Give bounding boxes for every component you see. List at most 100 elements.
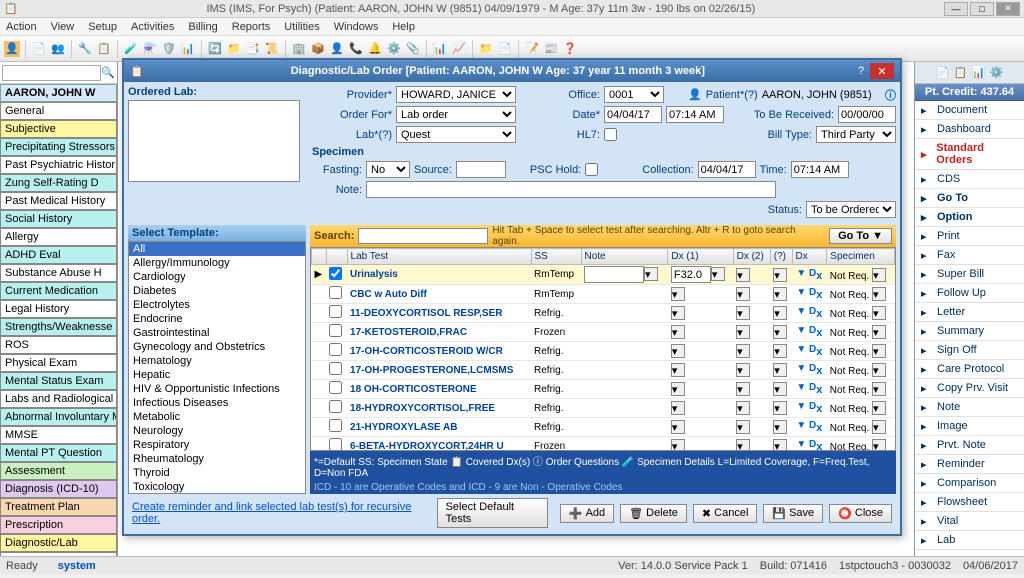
note-input[interactable] [366, 181, 776, 198]
leftnav-item[interactable]: Zung Self-Rating D [0, 174, 117, 192]
search-input[interactable] [358, 228, 488, 244]
leftnav-item[interactable]: General [0, 102, 117, 120]
rightnav-item[interactable]: ▸Comparison [915, 474, 1024, 493]
patient-header[interactable]: AARON, JOHN W [0, 84, 117, 102]
maximize-button[interactable]: □ [970, 2, 994, 16]
toolbar-icon[interactable]: 🏢 [291, 41, 307, 57]
billtype-select[interactable]: Third Party [816, 126, 896, 143]
rightnav-item[interactable]: ▸Sign Off [915, 341, 1024, 360]
toolbar-icon[interactable]: 📊 [432, 41, 448, 57]
toolbar-icon[interactable]: ⚙️ [386, 41, 402, 57]
toolbar-icon[interactable]: 📄 [497, 41, 513, 57]
template-item[interactable]: Neurology [129, 424, 305, 438]
rightnav-item[interactable]: ▸Fax [915, 246, 1024, 265]
table-row[interactable]: 18 OH-CORTICOSTERONERefrig.▾▾▾▼ DxNot Re… [312, 380, 895, 399]
menu-setup[interactable]: Setup [88, 21, 117, 33]
rightnav-item[interactable]: ▸Image [915, 417, 1024, 436]
toolbar-icon[interactable]: 📁 [478, 41, 494, 57]
leftnav-item[interactable]: Subjective [0, 120, 117, 138]
template-item[interactable]: Thyroid [129, 466, 305, 480]
leftnav-item[interactable]: Prescription [0, 516, 117, 534]
toolbar-icon[interactable]: 📎 [405, 41, 421, 57]
leftnav-item[interactable]: Mental Status Exam [0, 372, 117, 390]
rightnav-item[interactable]: ▸Super Bill [915, 265, 1024, 284]
goto-button[interactable]: Go To ▼ [829, 228, 892, 244]
template-item[interactable]: Toxicology [129, 480, 305, 494]
time-input[interactable] [666, 106, 724, 123]
info-icon[interactable]: ⓘ [885, 87, 896, 103]
leftnav-item[interactable]: Legal History [0, 300, 117, 318]
orderfor-select[interactable]: Lab order [396, 106, 516, 123]
coltime-input[interactable] [791, 161, 849, 178]
template-item[interactable]: Gynecology and Obstetrics [129, 340, 305, 354]
template-item[interactable]: Hematology [129, 354, 305, 368]
leftnav-item[interactable]: Labs and Radiological [0, 390, 117, 408]
toolbar-icon[interactable]: 📑 [245, 41, 261, 57]
menu-reports[interactable]: Reports [232, 21, 271, 33]
leftnav-item[interactable]: Assessment [0, 462, 117, 480]
patient-search-input[interactable] [2, 65, 101, 81]
toolbar-icon[interactable]: 👤 [329, 41, 345, 57]
toolbar-icon[interactable]: 🔄 [207, 41, 223, 57]
reminder-link[interactable]: Create reminder and link selected lab te… [132, 501, 431, 525]
toolbar-icon[interactable]: 🛡️ [161, 41, 177, 57]
fasting-select[interactable]: No [366, 161, 410, 178]
template-item[interactable]: Metabolic [129, 410, 305, 424]
toolbar-icon[interactable]: 🧪 [123, 41, 139, 57]
leftnav-item[interactable]: Mental PT Question [0, 444, 117, 462]
add-button[interactable]: ➕ Add [560, 504, 614, 523]
hl7-checkbox[interactable] [604, 128, 617, 141]
template-item[interactable]: HIV & Opportunistic Infections [129, 382, 305, 396]
template-item[interactable]: Gastrointestinal [129, 326, 305, 340]
toolbar-icon[interactable]: 📝 [524, 41, 540, 57]
toolbar-icon[interactable]: 📋 [96, 41, 112, 57]
leftnav-item[interactable]: Past Psychiatric Histor [0, 156, 117, 174]
table-row[interactable]: CBC w Auto DiffRmTemp▾▾▾▼ DxNot Req. ▾ [312, 285, 895, 304]
close-button[interactable]: ⭕ Close [829, 504, 892, 523]
leftnav-item[interactable]: Physical Exam [0, 354, 117, 372]
toolbar-icon[interactable]: 📄 [31, 41, 47, 57]
toolbar-icon[interactable]: 👥 [50, 41, 66, 57]
toolbar-icon[interactable]: 📈 [451, 41, 467, 57]
template-item[interactable]: Endocrine [129, 312, 305, 326]
delete-button[interactable]: 🗑 Delete [620, 504, 687, 523]
template-item[interactable]: Respiratory [129, 438, 305, 452]
cancel-button[interactable]: ✖ Cancel [693, 504, 757, 523]
rn-toolbar-icon[interactable]: 📄 [935, 65, 951, 81]
toolbar-icon[interactable]: 👤 [4, 41, 20, 57]
rightnav-item[interactable]: ▸Option [915, 208, 1024, 227]
template-item[interactable]: Hepatic [129, 368, 305, 382]
template-item[interactable]: Rheumatology [129, 452, 305, 466]
close-button[interactable]: ✕ [996, 2, 1020, 16]
leftnav-item[interactable]: Abnormal Involuntary M [0, 408, 117, 426]
toolbar-icon[interactable]: 📦 [310, 41, 326, 57]
rightnav-item[interactable]: ▸Copy Prv. Visit [915, 379, 1024, 398]
table-row[interactable]: 11-DEOXYCORTISOL RESP,SERRefrig.▾▾▾▼ DxN… [312, 304, 895, 323]
menu-view[interactable]: View [51, 21, 75, 33]
search-icon[interactable]: 🔍 [101, 66, 115, 79]
menu-activities[interactable]: Activities [131, 21, 174, 33]
template-item[interactable]: Electrolytes [129, 298, 305, 312]
toolbar-icon[interactable]: 🔔 [367, 41, 383, 57]
rightnav-item[interactable]: ▸Prvt. Note [915, 436, 1024, 455]
template-item[interactable]: All [129, 242, 305, 256]
toolbar-icon[interactable]: 📰 [543, 41, 559, 57]
toolbar-icon[interactable]: 📁 [226, 41, 242, 57]
leftnav-item[interactable]: Social History [0, 210, 117, 228]
rightnav-item[interactable]: ▸Vital [915, 512, 1024, 531]
rn-toolbar-icon[interactable]: ⚙️ [989, 65, 1005, 81]
source-input[interactable] [456, 161, 506, 178]
lab-test-grid[interactable]: Lab TestSSNoteDx (1)Dx (2)(?)DxSpecimen▶… [310, 247, 896, 451]
leftnav-item[interactable]: Strengths/Weaknesse [0, 318, 117, 336]
leftnav-item[interactable]: MMSE [0, 426, 117, 444]
psc-checkbox[interactable] [585, 163, 598, 176]
table-row[interactable]: ▶UrinalysisRmTemp▾▾▾▾▼ DxNot Req. ▾ [312, 265, 895, 285]
leftnav-item[interactable]: Allergy [0, 228, 117, 246]
rightnav-item[interactable]: ▸Care Protocol [915, 360, 1024, 379]
rightnav-item[interactable]: ▸Document [915, 101, 1024, 120]
toolbar-icon[interactable]: 📊 [180, 41, 196, 57]
table-row[interactable]: 17-OH-PROGESTERONE,LCMSMSRefrig.▾▾▾▼ DxN… [312, 361, 895, 380]
rightnav-item[interactable]: ▸Note [915, 398, 1024, 417]
table-row[interactable]: 18-HYDROXYCORTISOL,FREERefrig.▾▾▾▼ DxNot… [312, 399, 895, 418]
template-item[interactable]: Diabetes [129, 284, 305, 298]
